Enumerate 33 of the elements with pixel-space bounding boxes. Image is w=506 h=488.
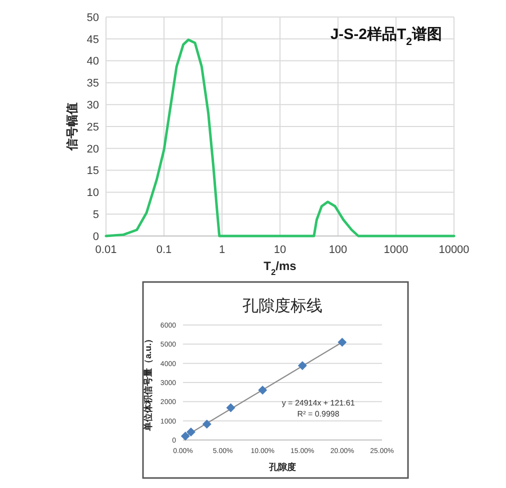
y-tick-label: 5 [92,208,99,221]
y-axis-title: 单位体积信号量（a.u.） [143,334,153,432]
point [202,420,212,429]
point [186,427,196,436]
y-tick-label: 20 [86,143,99,156]
point [338,338,347,347]
y-axis-title: 信号幅值 [65,102,79,152]
x-tick-label: 1 [218,244,226,256]
y-tick-label: 0 [92,230,99,243]
y-tick-label: 10 [86,187,99,200]
x-tick-label: 0.1 [156,244,172,256]
x-tick-label: 10 [274,244,286,256]
x-tick-label: 10000 [438,244,470,256]
y-tick-label: 30 [86,99,99,112]
y-tick-label: 25 [86,121,99,134]
annotation: y = 24914x + 121.61 [282,398,356,408]
chart-title: 孔隙度标线 [242,297,322,315]
point [180,432,190,441]
point [258,386,268,395]
x-tick-label: 100 [328,244,348,256]
x-tick-label: 1000 [384,244,408,256]
y-tick-label: 40 [86,56,99,68]
y-tick-label: 15 [86,165,99,178]
y-tick-label: 50 [86,12,99,24]
x-axis-title: 孔隙度 [268,462,296,472]
point [298,361,307,370]
text: J-S-2样品T$_{2}$谱图 [330,25,442,48]
point [226,403,236,412]
annotation: R² = 0.9998 [297,410,340,418]
x-tick-label: 0.01 [95,244,117,256]
y-tick-label: 35 [86,78,99,90]
x-axis-title: T$_{2}$/ms [264,259,297,277]
y-tick-label: 45 [86,34,99,46]
